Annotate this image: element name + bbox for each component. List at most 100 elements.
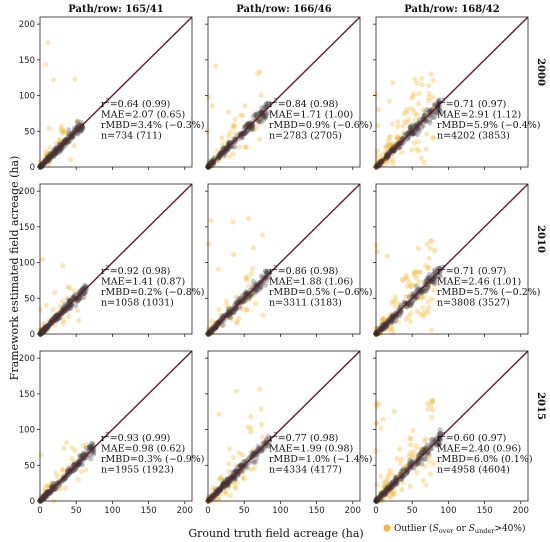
outlier-point	[412, 117, 419, 123]
outlier-point	[59, 123, 65, 129]
inlier-point	[431, 101, 437, 107]
outlier-point	[75, 477, 81, 483]
outlier-point	[382, 149, 389, 155]
inlier-point	[406, 294, 412, 300]
outlier-point	[211, 157, 217, 163]
scatter-points	[37, 40, 86, 170]
outlier-point	[244, 276, 250, 282]
inlier-point	[83, 445, 89, 451]
inlier-point	[233, 304, 239, 310]
inlier-point	[45, 324, 51, 330]
inlier-point	[43, 493, 50, 499]
outlier-point	[400, 278, 406, 284]
inlier-point	[427, 109, 433, 115]
inlier-point	[429, 110, 435, 116]
inlier-point	[47, 153, 53, 159]
stat-n: n=1955 (1923)	[101, 465, 174, 476]
stat-r2: r2=0.77 (0.98)	[269, 431, 338, 444]
inlier-point	[420, 122, 426, 128]
outlier-point	[430, 407, 436, 413]
scatter-points	[373, 398, 444, 504]
inlier-point	[239, 134, 245, 140]
outlier-point	[374, 248, 380, 255]
stat-r2: r2=0.86 (0.98)	[269, 264, 338, 277]
inlier-point	[407, 303, 413, 309]
inlier-point	[235, 136, 241, 142]
y-tick-label: 0	[30, 163, 35, 173]
inlier-point	[78, 127, 84, 134]
outlier-point	[395, 318, 401, 324]
outlier-point	[404, 276, 411, 282]
inlier-point	[227, 314, 233, 320]
inlier-point	[433, 276, 439, 283]
inlier-point	[68, 301, 74, 308]
one-to-one-line	[207, 16, 361, 168]
inlier-point	[254, 111, 260, 117]
outlier-point	[43, 152, 49, 158]
outlier-point	[374, 153, 380, 159]
inlier-point	[44, 325, 50, 331]
outlier-point	[424, 310, 430, 316]
outlier-point	[47, 145, 53, 151]
outlier-point	[398, 456, 404, 462]
outlier-point	[386, 327, 392, 333]
outlier-point	[380, 317, 386, 323]
outlier-point	[390, 298, 396, 304]
outlier-point	[42, 485, 49, 491]
inlier-point	[396, 140, 402, 146]
inlier-point	[226, 139, 232, 146]
outlier-point	[236, 450, 242, 456]
outlier-point	[250, 245, 256, 251]
outlier-point	[64, 439, 70, 446]
inlier-point	[238, 300, 244, 306]
outlier-point	[242, 144, 248, 150]
inlier-point	[432, 274, 438, 280]
inlier-point	[254, 287, 260, 293]
outlier-point	[403, 316, 409, 322]
stat-mae: MAE=2.40 (0.96)	[437, 444, 521, 455]
inlier-point	[66, 298, 72, 304]
outlier-point	[60, 129, 67, 135]
outlier-point	[380, 158, 386, 164]
stat-mae: MAE=0.98 (0.62)	[101, 444, 185, 455]
inlier-point	[410, 129, 416, 135]
outlier-point	[412, 272, 418, 278]
outlier-point	[411, 139, 417, 145]
outlier-point	[39, 256, 46, 262]
outlier-point	[409, 125, 415, 131]
outlier-point	[242, 293, 248, 299]
outlier-point	[386, 142, 392, 148]
inlier-point	[255, 280, 261, 286]
inlier-point	[62, 138, 69, 144]
outlier-point	[414, 275, 420, 281]
outlier-point	[429, 414, 435, 420]
inlier-point	[211, 157, 217, 163]
outlier-point	[385, 143, 391, 150]
outlier-point	[257, 114, 263, 120]
inlier-point	[45, 158, 51, 164]
outlier-point	[378, 425, 384, 431]
outlier-point	[404, 119, 410, 126]
stat-r2: r2=0.71 (0.97)	[437, 97, 506, 110]
outlier-point	[58, 129, 64, 135]
inlier-point	[58, 148, 64, 154]
row-title-2010: 2010	[535, 225, 546, 253]
outlier-point	[226, 133, 232, 139]
inlier-point	[424, 275, 430, 281]
outlier-point	[432, 247, 438, 254]
outlier-point	[393, 298, 399, 304]
outlier-point	[257, 117, 263, 124]
legend-outlier-label: Outlier (Sover or Sunder>40%)	[394, 523, 525, 535]
inlier-point	[429, 107, 435, 113]
inlier-point	[234, 299, 240, 305]
outlier-point	[226, 305, 232, 311]
inlier-point	[82, 283, 88, 289]
stat-n: n=3808 (3527)	[437, 298, 510, 309]
outlier-point	[408, 283, 414, 289]
inlier-point	[419, 289, 425, 295]
inlier-point	[420, 116, 426, 122]
inlier-point	[213, 324, 219, 330]
outlier-point	[47, 159, 53, 165]
inlier-point	[46, 154, 52, 160]
inlier-point	[62, 143, 68, 149]
